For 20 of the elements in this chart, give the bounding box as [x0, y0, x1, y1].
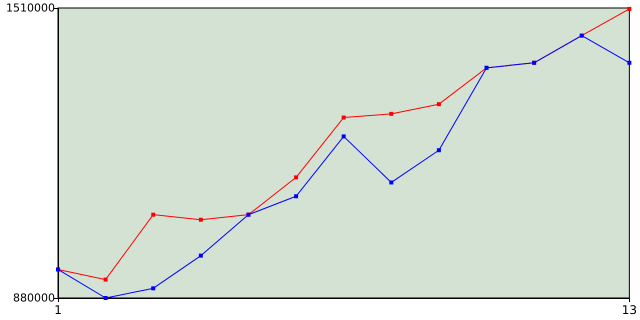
point — [294, 175, 298, 180]
point — [198, 254, 203, 258]
point — [104, 278, 108, 282]
point — [389, 180, 394, 184]
point — [151, 286, 156, 290]
y-tick-label: 880000 — [13, 292, 55, 304]
point — [627, 60, 632, 65]
point — [436, 148, 441, 152]
x-tick-label: 13 — [622, 303, 638, 317]
point — [151, 212, 156, 217]
x-tick-label: 1 — [54, 303, 62, 317]
point — [294, 194, 298, 198]
point — [198, 218, 203, 222]
point — [342, 116, 346, 120]
point — [389, 112, 394, 116]
y-tick-label: 1510000 — [6, 2, 55, 14]
point — [627, 6, 632, 11]
point — [436, 102, 441, 106]
point — [342, 134, 346, 138]
point — [104, 296, 108, 300]
